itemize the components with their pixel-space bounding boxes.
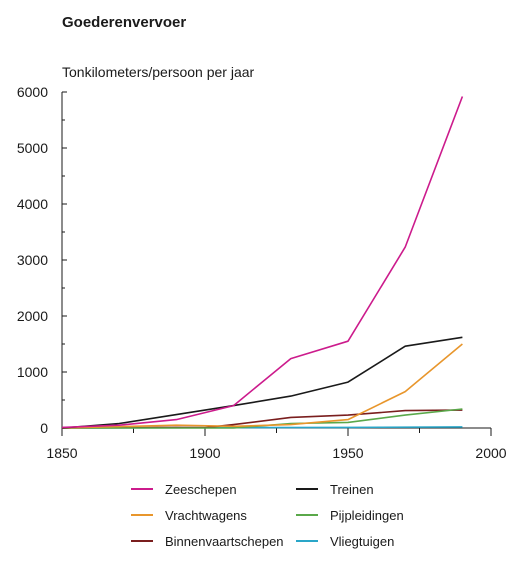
y-tick-label: 3000 [17,252,48,268]
legend-label: Binnenvaartschepen [165,534,284,549]
legend-label: Zeeschepen [165,482,237,497]
legend-label: Treinen [330,482,374,497]
legend-label: Vrachtwagens [165,508,247,523]
legend-item-zeeschepen: Zeeschepen [131,482,237,497]
y-tick-label: 4000 [17,196,48,212]
legend-item-pijpleidingen: Pijpleidingen [296,508,404,523]
legend-item-vliegtuigen: Vliegtuigen [296,534,394,549]
x-tick-label: 1950 [332,445,363,461]
y-tick-label: 1000 [17,364,48,380]
series-line-zeeschepen [61,96,464,429]
legend-label: Vliegtuigen [330,534,394,549]
axes: 0 1000 2000 3000 4000 5000 6000 1850 1900 1950 200… [17,84,507,461]
legend-label: Pijpleidingen [330,508,404,523]
series-line-treinen [61,336,463,429]
x-tick-label: 1850 [46,445,77,461]
x-tick-label: 1900 [189,445,220,461]
chart-title: Goederenvervoer [62,14,186,31]
y-tick-label: 6000 [17,84,48,100]
y-axis-label: Tonkilometers/persoon per jaar [62,64,255,80]
series-line-vrachtwagens [61,343,463,429]
legend-item-binnenvaartschepen: Binnenvaartschepen [131,534,284,549]
legend-item-vrachtwagens: Vrachtwagens [131,508,247,523]
legend: Zeeschepen Treinen Vrachtwagens Pijpleiding… [131,482,404,549]
y-tick-label: 5000 [17,140,48,156]
x-tick-label: 2000 [475,445,506,461]
series-lines [61,96,464,429]
series-line-pijpleidingen [62,408,463,429]
y-tick-label: 0 [40,420,48,436]
y-tick-label: 2000 [17,308,48,324]
legend-item-treinen: Treinen [296,482,374,497]
